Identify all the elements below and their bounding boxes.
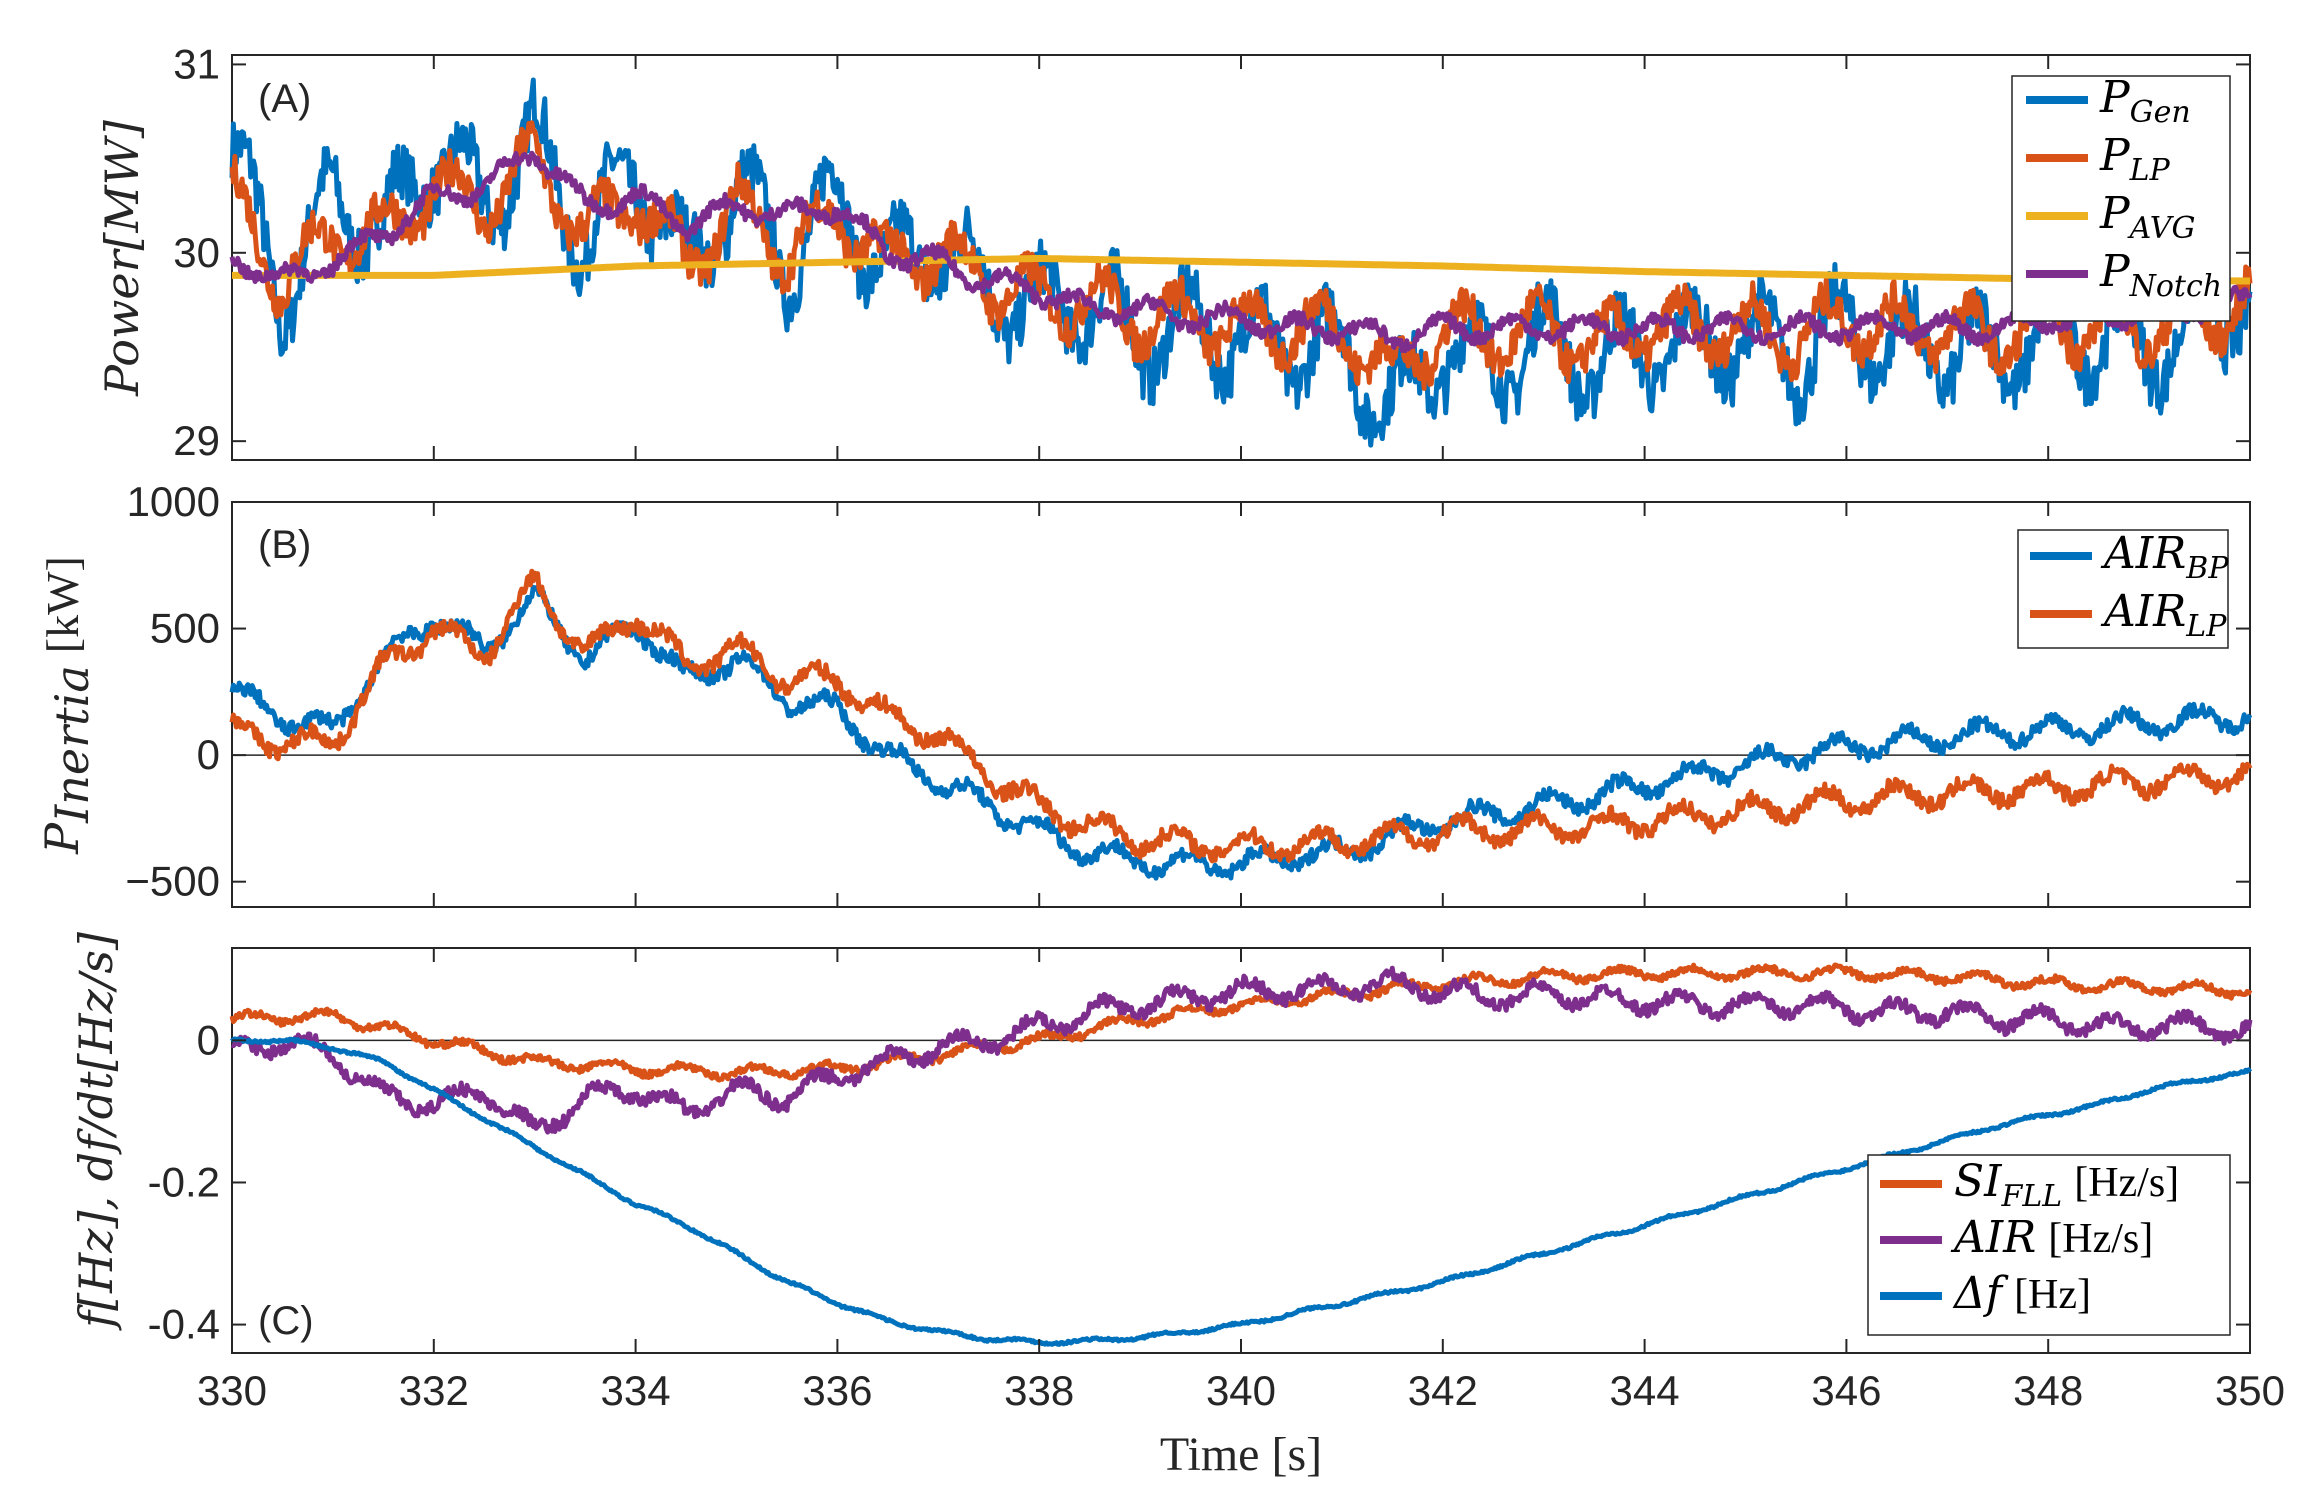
panel-c: -0.4 -0.2 0 (C) f[Hz], df/dt[Hz/s] SIFLL [H… [69, 932, 2253, 1354]
panel-a-y-ticks: 29 30 31 [173, 40, 2250, 464]
panel-c-ylabel: f[Hz], df/dt[Hz/s] [69, 932, 123, 1331]
legend-label: Δf [Hz] [1952, 1268, 2091, 1319]
legend-label: AIR [Hz/s] [1950, 1212, 2153, 1263]
legend-label: SIFLL [Hz/s] [1954, 1156, 2179, 1214]
legend-label: PGen [2099, 72, 2191, 130]
legend-label: PLP [2099, 130, 2171, 188]
series-line-p-notch [229, 150, 2253, 354]
panel-b-ylabel-main: P [35, 822, 89, 855]
y-tick-label: 30 [173, 229, 220, 276]
panel-b-ylabel: PInertia [kW] [35, 556, 99, 855]
y-tick-label: -0.2 [148, 1158, 220, 1205]
y-tick-label: 0 [197, 1016, 220, 1063]
series-line-si-fll-hz-s- [229, 962, 2253, 1083]
series-line-p-avg [229, 254, 2253, 285]
panel-c-y-ticks: -0.4 -0.2 0 [148, 1016, 2250, 1348]
y-tick-label: 0 [197, 731, 220, 778]
y-tick-label: 31 [173, 40, 220, 87]
panel-b-label: (B) [258, 523, 311, 567]
series-line-air-hz-s- [230, 965, 2253, 1135]
panel-c-plot-area [229, 962, 2253, 1347]
x-tick-label: 340 [1206, 1367, 1276, 1414]
y-tick-label: 29 [173, 417, 220, 464]
x-tick-label: 348 [2013, 1367, 2083, 1414]
x-tick-label: 350 [2215, 1367, 2285, 1414]
panel-b-ylabel-sub: Inertia [45, 665, 99, 824]
x-tick-label: 330 [197, 1367, 267, 1414]
x-axis-ticks: 330 332 334 336 338 340 342 344 346 348 350 [197, 55, 2285, 1414]
y-tick-label: 1000 [127, 478, 220, 525]
legend-label: PNotch [2099, 246, 2222, 304]
x-tick-label: 334 [601, 1367, 671, 1414]
y-tick-label: −500 [125, 858, 220, 905]
x-axis-label: Time [s] [1160, 1428, 1322, 1481]
series-line-air-lp [229, 568, 2253, 864]
panel-c-legend: SIFLL [Hz/s]AIR [Hz/s]Δf [Hz] [1867, 1154, 2231, 1336]
y-tick-label: 500 [150, 605, 220, 652]
x-tick-label: 346 [1811, 1367, 1881, 1414]
x-tick-label: 332 [399, 1367, 469, 1414]
legend-label: PAVG [2099, 188, 2195, 246]
panel-a-plot-area [229, 77, 2253, 448]
series-line-air-bp [229, 584, 2253, 881]
panel-b-plot-area [229, 568, 2253, 881]
x-tick-label: 338 [1004, 1367, 1074, 1414]
x-tick-label: 336 [802, 1367, 872, 1414]
panel-a-legend-box [2011, 75, 2231, 322]
panel-b-ylabel-unit: [kW] [37, 556, 88, 653]
legend-label: AIRBP [2100, 528, 2229, 586]
series-line--f-hz- [230, 1036, 2253, 1347]
panel-b-y-ticks: −500 0 500 1000 [125, 478, 2250, 905]
legend-label: AIRLP [2100, 586, 2227, 644]
panel-c-label: (C) [258, 1299, 314, 1343]
x-tick-label: 344 [1610, 1367, 1680, 1414]
panel-a-label: (A) [258, 77, 311, 121]
panel-a-ylabel: Power[MW] [95, 120, 149, 397]
panel-b-legend-box [2017, 529, 2229, 649]
panel-b-frame [231, 501, 2251, 908]
x-tick-label: 342 [1408, 1367, 1478, 1414]
y-tick-label: -0.4 [148, 1301, 220, 1348]
